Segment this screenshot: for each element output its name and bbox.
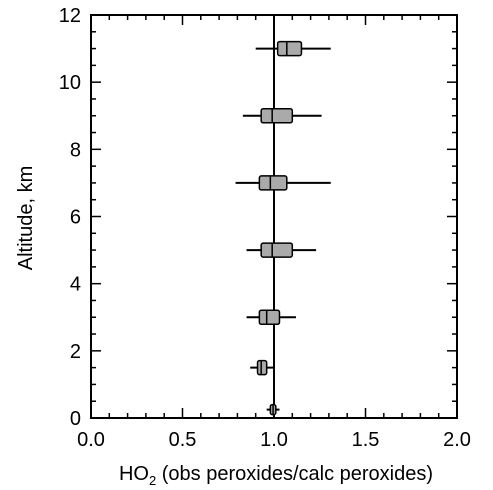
box-body	[258, 309, 281, 325]
y-tick-label: 8	[70, 139, 81, 161]
box-item	[255, 40, 331, 57]
y-tick-label: 12	[59, 5, 81, 27]
y-axis-title: Altitude, km	[15, 166, 37, 270]
x-tick-labels: 0.0 0.5 1.0 1.5 2.0	[77, 429, 471, 451]
box-item	[242, 108, 322, 124]
box-item	[246, 309, 296, 325]
x-axis-title: HO2 (obs peroxides/calc peroxides)	[119, 463, 433, 488]
x-tick-label: 1.5	[352, 429, 380, 451]
y-tick-label: 10	[59, 72, 81, 94]
x-tick-label: 0.5	[169, 429, 197, 451]
x-tick-label: 1.0	[260, 429, 288, 451]
box-series	[235, 40, 331, 416]
y-tick-label: 2	[70, 341, 81, 363]
box-body	[260, 242, 294, 258]
x-tick-label: 0.0	[77, 429, 105, 451]
box-item	[235, 175, 331, 191]
y-tick-label: 4	[70, 274, 81, 296]
box-body	[256, 359, 268, 376]
box-item	[266, 403, 280, 416]
y-tick-labels: 0 2 4 6 8 10 12	[59, 5, 81, 430]
box-body	[260, 108, 294, 124]
y-tick-label: 0	[70, 408, 81, 430]
box-item	[246, 242, 317, 258]
box-body	[258, 175, 288, 191]
y-tick-label: 6	[70, 207, 81, 229]
box-body	[276, 40, 303, 57]
x-tick-label: 2.0	[443, 429, 471, 451]
box-item	[250, 359, 274, 376]
